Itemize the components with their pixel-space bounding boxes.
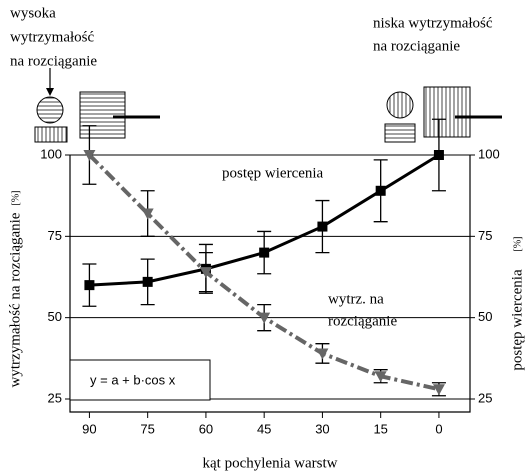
y2-tick-label: 50 xyxy=(478,309,492,324)
header-text: wytrzymałość xyxy=(10,29,94,45)
marker xyxy=(142,276,153,287)
marker xyxy=(432,384,445,396)
annotation: wytrz. na xyxy=(328,291,384,307)
y2-tick-label: 25 xyxy=(478,390,492,405)
marker xyxy=(259,247,270,258)
y2-tick-label: 75 xyxy=(478,228,492,243)
marker xyxy=(84,280,95,291)
marker xyxy=(375,185,386,196)
y-axis-unit: [%] xyxy=(10,191,21,206)
y-tick-label: 75 xyxy=(48,228,62,243)
header-text: niska wytrzymałość xyxy=(373,15,493,31)
marker xyxy=(433,150,444,160)
x-tick-label: 30 xyxy=(315,421,329,436)
y2-axis-unit: [%] xyxy=(512,237,523,252)
formula-box xyxy=(69,359,211,401)
y-tick-label: 50 xyxy=(48,309,62,324)
marker xyxy=(141,208,154,220)
marker xyxy=(316,348,329,360)
marker xyxy=(258,312,271,324)
series-label: postęp wiercenia xyxy=(222,165,324,181)
x-tick-label: 0 xyxy=(435,421,442,436)
y-tick-label: 100 xyxy=(40,146,62,161)
marker xyxy=(374,371,387,383)
x-axis-label: kąt pochylenia warstw xyxy=(203,455,338,471)
marker xyxy=(317,221,328,232)
annotation: rozciąganie xyxy=(328,313,397,329)
x-tick-label: 60 xyxy=(199,421,213,436)
x-tick-label: 45 xyxy=(257,421,271,436)
left-icons xyxy=(34,68,160,143)
marker xyxy=(199,267,212,279)
axis-frame xyxy=(69,155,471,413)
right-icons xyxy=(384,86,502,143)
header-text: wysoka xyxy=(10,5,56,21)
y2-axis-label: postęp wiercenia xyxy=(509,269,525,371)
x-tick-label: 90 xyxy=(82,421,96,436)
formula: y = a + b·cos x xyxy=(90,372,176,387)
x-tick-label: 15 xyxy=(373,421,387,436)
marker xyxy=(83,150,96,161)
header-text: na rozciąganie xyxy=(373,38,460,54)
y-axis-label: wytrzymałość na rozciąganie xyxy=(7,212,23,387)
x-tick-label: 75 xyxy=(140,421,154,436)
y2-tick-label: 100 xyxy=(478,146,500,161)
y-tick-label: 25 xyxy=(48,390,62,405)
header-text: na rozciąganie xyxy=(10,53,97,69)
